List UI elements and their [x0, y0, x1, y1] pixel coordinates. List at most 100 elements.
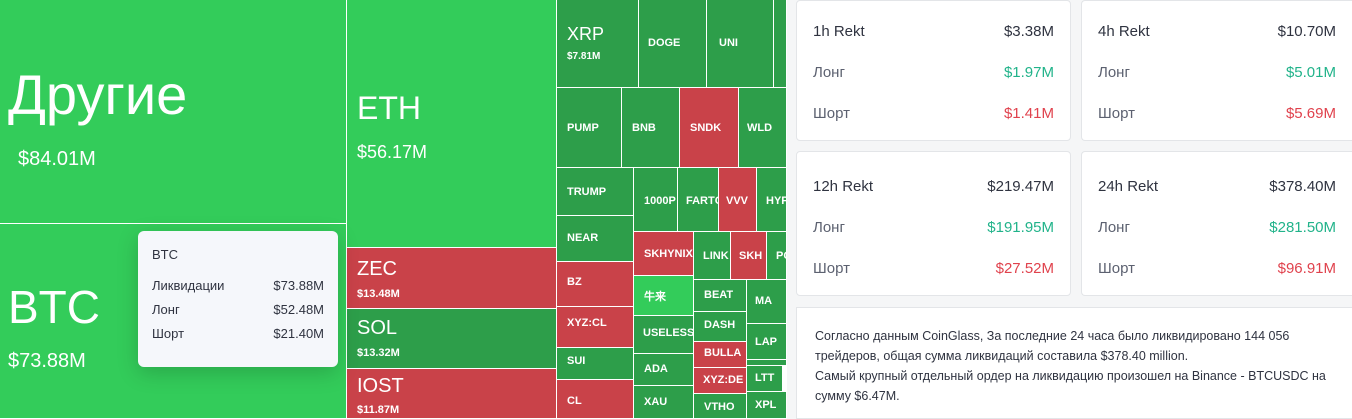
tile-symbol: BTC — [8, 281, 100, 333]
tile-unlabeled-2[interactable] — [747, 360, 787, 366]
tooltip-label: Ликвидации — [152, 278, 225, 293]
tile-xpl[interactable]: XPL — [747, 392, 787, 419]
tile-symbol: LINK — [703, 250, 729, 262]
tooltip-label: Лонг — [152, 302, 180, 317]
tile-symbol: BULLA — [704, 347, 742, 359]
tile-sndk[interactable]: SNDK — [680, 88, 739, 168]
tile-ada[interactable]: ADA — [634, 354, 694, 386]
card-title: 24h Rekt — [1098, 178, 1159, 195]
tile-symbol: CL — [567, 395, 582, 407]
card-short-value: $27.52M — [995, 260, 1054, 277]
card-long-value: $5.01M — [1285, 64, 1336, 81]
tile-symbol: DOGE — [648, 37, 681, 49]
tile-symbol: Другие — [8, 63, 188, 126]
card-title: 4h Rekt — [1098, 23, 1150, 40]
card-short-value: $5.69M — [1285, 105, 1336, 122]
tile-symbol: BZ — [567, 276, 582, 288]
tile-vtho[interactable]: VTHO — [694, 394, 747, 419]
tile-value: $11.87M — [357, 404, 400, 416]
tile-link[interactable]: LINK — [694, 232, 731, 280]
card-short-label: Шорт — [813, 105, 850, 122]
tile-po[interactable]: PO — [767, 232, 787, 280]
tile-sui[interactable]: SUI — [557, 348, 634, 380]
tile-trump[interactable]: TRUMP — [557, 168, 634, 216]
tooltip-label: Шорт — [152, 326, 185, 341]
tile-symbol: ETH — [357, 90, 421, 126]
tile-bz[interactable]: BZ — [557, 262, 634, 307]
tile-value: $56.17M — [357, 142, 428, 162]
tile-value: $84.01M — [18, 148, 96, 170]
liquidation-heatmap: Другие $84.01M BTC $73.88M ETH $56.17M Z… — [0, 0, 787, 419]
tile-symbol: FARTC — [686, 195, 718, 207]
tile-symbol: VVV — [726, 195, 749, 207]
summary-line-2: Самый крупный отдельный ордер на ликвида… — [815, 369, 1326, 403]
tile-xyz-cl[interactable]: XYZ:CL — [557, 307, 634, 348]
tile-doge[interactable]: DOGE — [639, 0, 707, 88]
tile-symbol: SNDK — [690, 122, 722, 134]
tile-xyz-de[interactable]: XYZ:DE — [694, 368, 747, 394]
tile-symbol: XRP — [567, 24, 605, 44]
tile-niulai[interactable]: 牛来 — [634, 276, 694, 316]
tile-symbol: ZEC — [357, 258, 397, 280]
tile-pump[interactable]: PUMP — [557, 88, 622, 168]
tooltip-row-long: Лонг $52.48M — [152, 298, 324, 322]
tile-symbol: PUMP — [567, 122, 599, 134]
tile-symbol: LAP — [755, 336, 777, 348]
card-short-label: Шорт — [813, 260, 850, 277]
tile-symbol: LTT — [755, 372, 775, 384]
tile-beat[interactable]: BEAT — [694, 280, 747, 312]
tile-symbol: UNI — [719, 37, 738, 49]
tile-value: $13.32M — [357, 347, 400, 359]
tile-zec[interactable]: ZEC $13.48M — [347, 248, 557, 309]
card-total: $378.40M — [1269, 178, 1336, 195]
tile-symbol: WLD — [747, 122, 773, 134]
tile-1000p[interactable]: 1000P — [634, 168, 678, 232]
tooltip-value: $21.40M — [273, 326, 324, 341]
tile-sol[interactable]: SOL $13.32M — [347, 309, 557, 369]
tile-vvv[interactable]: VVV — [719, 168, 757, 232]
tile-hyp[interactable]: HYP — [757, 168, 787, 232]
summary-line-1: Согласно данным CoinGlass, За последние … — [815, 329, 1290, 363]
tile-near[interactable]: NEAR — [557, 216, 634, 262]
tile-bnb[interactable]: BNB — [622, 88, 680, 168]
card-1h-rekt: 1h Rekt $3.38M Лонг $1.97M Шорт $1.41M — [796, 0, 1071, 141]
card-short-value: $96.91M — [1277, 260, 1336, 277]
btc-tooltip: BTC Ликвидации $73.88M Лонг $52.48M Шорт… — [138, 231, 338, 367]
card-long-label: Лонг — [1098, 64, 1130, 81]
tile-value: $13.48M — [357, 288, 400, 300]
tile-fartcoin[interactable]: FARTC — [678, 168, 719, 232]
tile-iost[interactable]: IOST $11.87M — [347, 369, 557, 419]
card-4h-rekt: 4h Rekt $10.70M Лонг $5.01M Шорт $5.69M — [1081, 0, 1352, 141]
tile-uni[interactable]: UNI — [707, 0, 774, 88]
tile-bulla[interactable]: BULLA — [694, 342, 747, 368]
tile-symbol: IOST — [357, 375, 404, 397]
tile-symbol: 牛来 — [644, 291, 666, 303]
tile-useless[interactable]: USELESS — [634, 316, 694, 354]
card-12h-rekt: 12h Rekt $219.47M Лонг $191.95M Шорт $27.52… — [796, 151, 1071, 296]
tile-others[interactable]: Другие $84.01M — [0, 0, 347, 224]
card-title: 1h Rekt — [813, 23, 865, 40]
card-title: 12h Rekt — [813, 178, 874, 195]
tile-wld[interactable]: WLD — [739, 88, 787, 168]
tile-xau[interactable]: XAU — [634, 386, 694, 419]
card-long-label: Лонг — [813, 219, 845, 236]
tile-symbol: SKHYNIX — [644, 248, 693, 260]
card-total: $10.70M — [1277, 23, 1336, 40]
tile-symbol: BNB — [632, 122, 656, 134]
tile-ltt[interactable]: LTT — [747, 366, 783, 392]
tile-cl[interactable]: CL — [557, 380, 634, 419]
tile-ma[interactable]: MA — [747, 280, 787, 324]
tile-symbol: DASH — [704, 319, 736, 331]
tile-value: $7.81M — [567, 51, 601, 62]
tile-xrp[interactable]: XRP $7.81M — [557, 0, 639, 88]
tile-dash[interactable]: DASH — [694, 312, 747, 342]
card-long-value: $191.95M — [987, 219, 1054, 236]
tooltip-row-short: Шорт $21.40M — [152, 322, 324, 346]
tile-symbol: NEAR — [567, 232, 599, 244]
tile-skhynix[interactable]: SKHYNIX — [634, 232, 694, 276]
tile-eth[interactable]: ETH $56.17M — [347, 0, 557, 248]
liquidation-summary: Согласно данным CoinGlass, За последние … — [796, 307, 1352, 419]
tile-skh[interactable]: SKH — [731, 232, 767, 280]
tile-lap[interactable]: LAP — [747, 324, 787, 360]
tile-unlabeled-1[interactable] — [774, 0, 787, 88]
